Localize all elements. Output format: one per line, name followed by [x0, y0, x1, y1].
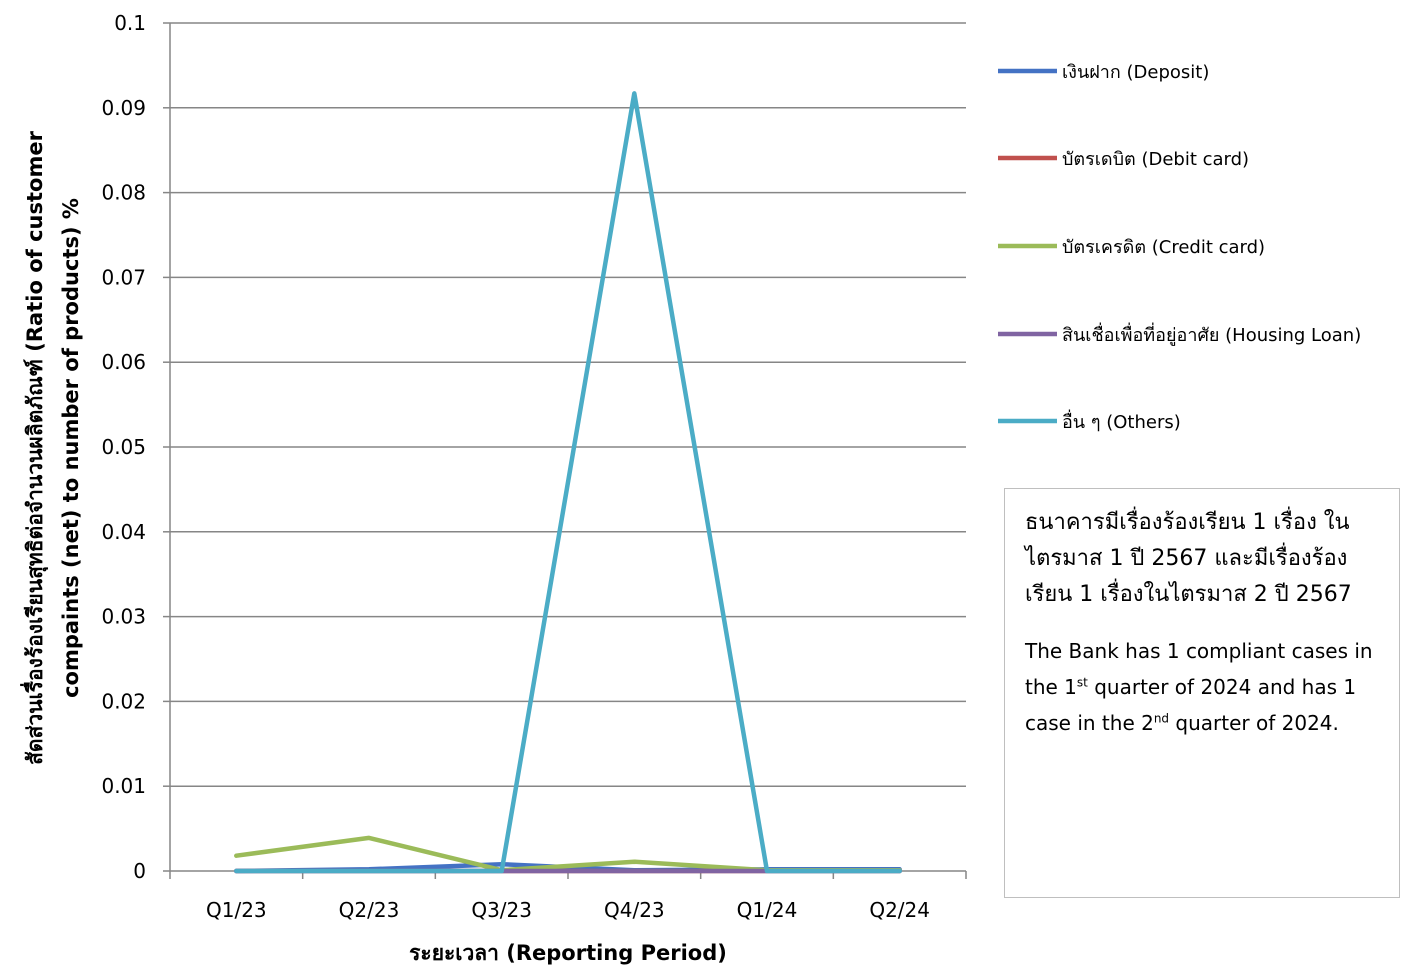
legend-label: เงินฝาก (Deposit)	[1062, 62, 1209, 83]
y-tick-labels: 0 0.01 0.02 0.03 0.04 0.05 0.06 0.07 0.08 0.09 0.1	[101, 11, 146, 883]
legend: เงินฝาก (Deposit) บัตรเดบิต (Debit card) บ…	[998, 62, 1361, 433]
y-tick-label: 0.08	[101, 181, 146, 205]
annotation-en-sup1: st	[1076, 675, 1088, 690]
y-tick-label: 0.01	[101, 774, 146, 798]
x-axis-title: ระยะเวลา (Reporting Period)	[409, 941, 727, 965]
grid-lines	[170, 22, 966, 787]
y-tick-label: 0.06	[101, 350, 146, 374]
legend-label: บัตรเครดิต (Credit card)	[1062, 237, 1265, 258]
legend-label: อื่น ๆ (Others)	[1062, 409, 1181, 433]
y-tick-label: 0.03	[101, 605, 146, 629]
y-tick-label: 0.05	[101, 435, 146, 459]
series-line	[234, 91, 902, 874]
y-tick-label: 0.02	[101, 689, 146, 713]
annotation-en-sup2: nd	[1153, 711, 1170, 726]
y-tick-label: 0.1	[114, 11, 146, 35]
y-tick-label: 0	[133, 859, 146, 883]
annotation-en-part1: The Bank has 1 compliant cases in the 1	[1025, 639, 1373, 699]
annotation-en-part2: quarter of 2024 and has 1 case in the 2	[1025, 675, 1357, 735]
y-tick-label: 0.04	[101, 520, 146, 544]
y-axis-title-line1: สัดส่วนเรื่องร้องเรียนสุทธิต่อจำนวนผลิตภ…	[19, 130, 49, 764]
x-tick-label: Q2/23	[339, 898, 400, 922]
x-tick-labels: Q1/23 Q2/23 Q3/23 Q4/23 Q1/24 Q2/24	[206, 898, 930, 922]
legend-label: สินเชื่อเพื่อที่อยู่อาศัย (Housing Loan)	[1062, 322, 1361, 346]
annotation-box: ธนาคารมีเรื่องร้องเรียน 1 เรื่อง ในไตรมา…	[1004, 488, 1400, 898]
x-tick-label: Q4/23	[604, 898, 665, 922]
x-tick-label: Q1/23	[206, 898, 267, 922]
y-axis-title-line2: compaints (net) to number of products) %	[59, 198, 83, 698]
annotation-english: The Bank has 1 compliant cases in the 1s…	[1025, 633, 1387, 741]
series-lines	[234, 91, 902, 874]
y-tick-label: 0.09	[101, 96, 146, 120]
x-tick-label: Q1/24	[737, 898, 798, 922]
legend-label: บัตรเดบิต (Debit card)	[1062, 149, 1249, 170]
annotation-thai: ธนาคารมีเรื่องร้องเรียน 1 เรื่อง ในไตรมา…	[1025, 510, 1352, 607]
series-line	[234, 835, 902, 873]
axes	[163, 22, 967, 879]
y-tick-label: 0.07	[101, 265, 146, 289]
x-tick-label: Q3/23	[471, 898, 532, 922]
x-tick-label: Q2/24	[869, 898, 930, 922]
annotation-en-part3: quarter of 2024.	[1169, 711, 1339, 735]
